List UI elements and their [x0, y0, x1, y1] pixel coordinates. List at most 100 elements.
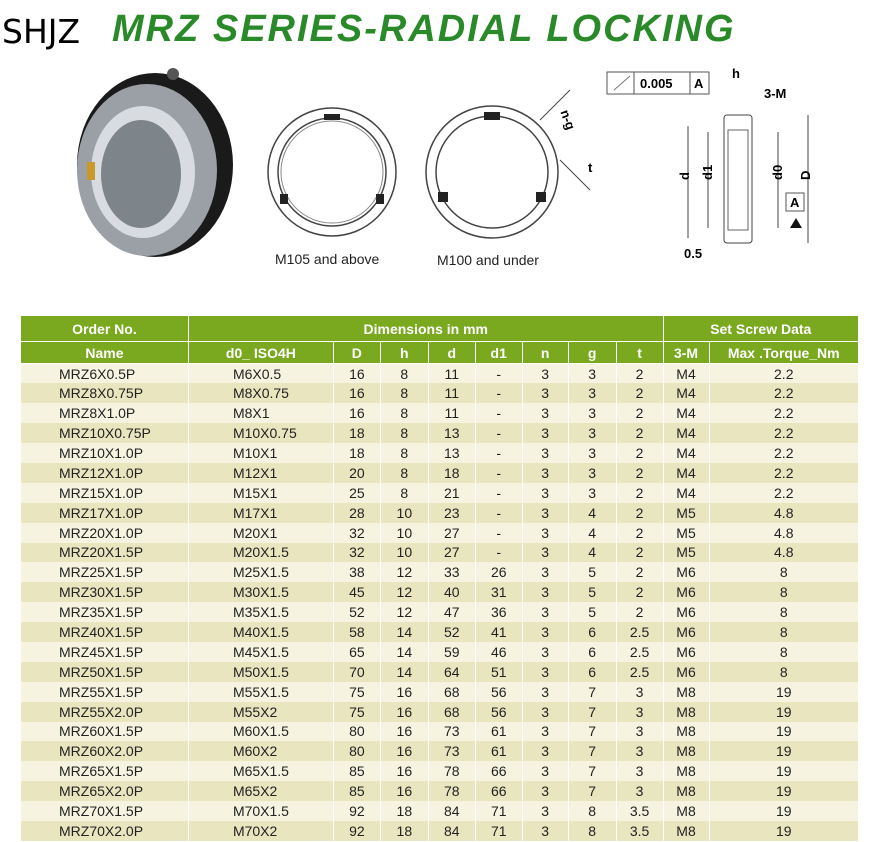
table-cell: M12X1 [187, 462, 334, 483]
d-label: d [677, 172, 692, 180]
screw-label: 3-M [764, 86, 786, 101]
table-cell: 3 [567, 443, 617, 463]
table-cell: - [474, 482, 523, 503]
table-cell: 6 [567, 661, 617, 682]
table-cell: 12 [379, 582, 429, 603]
table-cell: 3 [521, 502, 569, 523]
table-cell: M6 [662, 562, 709, 583]
table-cell: 18 [332, 423, 381, 444]
table-cell: - [474, 383, 523, 404]
table-cell: 92 [332, 820, 381, 841]
table-cell: M45X1.5 [187, 641, 334, 662]
table-cell: 16 [379, 701, 429, 722]
table-cell: 3 [521, 761, 569, 782]
table-row: MRZ17X1.0P M17X1 28 10 23-3 4 2 M5 4.8 [20, 502, 858, 523]
t-label: t [588, 160, 593, 175]
table-cell: M8 [662, 721, 709, 742]
table-cell: 59 [427, 641, 476, 662]
watermark: SHJZ [2, 12, 81, 51]
table-cell: M35X1.5 [187, 602, 334, 623]
table-cell: M8X0.75 [187, 383, 334, 404]
table-cell: MRZ70X1.5P [20, 801, 189, 821]
table-cell: M30X1.5 [187, 582, 334, 603]
table-cell: 73 [427, 721, 476, 742]
table-cell: M8 [662, 701, 709, 722]
label-m105-above: M105 and above [275, 251, 380, 267]
table-cell: 71 [474, 801, 523, 821]
table-cell: 13 [427, 443, 476, 463]
table-cell: 3 [521, 582, 569, 603]
table-row: MRZ12X1.0P M12X1 20 8 18-3 3 2 M4 2.2 [20, 462, 858, 483]
table-cell: 3 [615, 741, 664, 762]
table-row: MRZ70X1.5P M70X1.5 92 18 84 71 3 8 3.5 M8 19 [20, 801, 858, 821]
table-cell: 27 [427, 522, 476, 543]
table-cell: 8 [379, 423, 429, 444]
table-cell: 7 [567, 761, 617, 782]
table-cell: 5 [567, 602, 617, 623]
table-cell: 8 [379, 403, 429, 424]
table-cell: 66 [474, 761, 523, 782]
offset-label: 0.5 [684, 246, 702, 261]
table-row: MRZ25X1.5P M25X1.5 38 12 33 26 3 5 2 M6 8 [20, 562, 858, 583]
table-cell: 18 [332, 443, 381, 463]
table-cell: 3 [521, 602, 569, 623]
table-cell: 10 [379, 542, 429, 563]
table-cell: 2.2 [708, 383, 858, 404]
ring-diagram-small: n-g t [425, 89, 593, 239]
spec-table: Order No. Dimensions in mm Set Screw Dat… [20, 316, 858, 841]
table-cell: MRZ45X1.5P [20, 641, 189, 662]
table-cell: 3.5 [615, 801, 664, 821]
table-cell: 16 [379, 741, 429, 762]
table-cell: 7 [567, 721, 617, 742]
table-cell: 14 [379, 661, 429, 682]
table-cell: M4 [662, 363, 709, 384]
table-row: MRZ15X1.0P M15X1 25 8 21-3 3 2 M4 2.2 [20, 482, 858, 503]
table-cell: M6 [662, 661, 709, 682]
column-header: d0_ ISO4H [187, 341, 334, 364]
table-cell: M8 [662, 820, 709, 841]
table-cell: 40 [427, 582, 476, 603]
table-cell: 3 [567, 363, 617, 384]
table-cell: 8 [379, 363, 429, 384]
table-cell: 2 [615, 582, 664, 603]
table-cell: 32 [332, 542, 381, 563]
table-cell: 3 [567, 423, 617, 444]
table-cell: MRZ70X2.0P [20, 820, 189, 841]
table-row: MRZ8X1.0P M8X1 16 8 11-3 3 2 M4 2.2 [20, 403, 858, 424]
table-cell: 4.8 [708, 542, 858, 563]
table-cell: 58 [332, 622, 381, 642]
table-cell: M55X1.5 [187, 681, 334, 702]
table-cell: 3 [521, 522, 569, 543]
table-cell: MRZ20X1.5P [20, 542, 189, 563]
table-cell: 5 [567, 562, 617, 583]
table-cell: 25 [332, 482, 381, 503]
table-cell: 85 [332, 761, 381, 782]
column-header: h [379, 341, 429, 364]
table-cell: 5 [567, 582, 617, 603]
table-row: MRZ55X1.5P M55X1.5 75 16 68 56 3 7 3 M8 19 [20, 681, 858, 702]
table-cell: 21 [427, 482, 476, 503]
table-cell: 2 [615, 383, 664, 404]
table-cell: 8 [708, 622, 858, 642]
table-cell: MRZ55X2.0P [20, 701, 189, 722]
table-row: MRZ45X1.5P M45X1.5 65 14 59 46 3 6 2.5 M6 8 [20, 641, 858, 662]
group-header-dimensions: Dimensions in mm [187, 316, 664, 342]
d0-label: d0 [770, 165, 785, 180]
table-cell: 4.8 [708, 502, 858, 523]
table-cell: M8X1 [187, 403, 334, 424]
table-cell: MRZ20X1.0P [20, 522, 189, 543]
table-cell: 10 [379, 522, 429, 543]
table-cell: MRZ55X1.5P [20, 681, 189, 702]
column-header: g [567, 341, 617, 364]
table-cell: 80 [332, 721, 381, 742]
table-cell: 16 [379, 761, 429, 782]
table-cell: MRZ8X0.75P [20, 383, 189, 404]
table-cell: 3 [521, 482, 569, 503]
table-cell: M8 [662, 801, 709, 821]
table-cell: 6 [567, 641, 617, 662]
datum-label: A [694, 76, 704, 91]
table-cell: 3 [615, 701, 664, 722]
table-cell: M6X0.5 [187, 363, 334, 384]
table-cell: 2.5 [615, 661, 664, 682]
table-cell: 2.2 [708, 482, 858, 503]
